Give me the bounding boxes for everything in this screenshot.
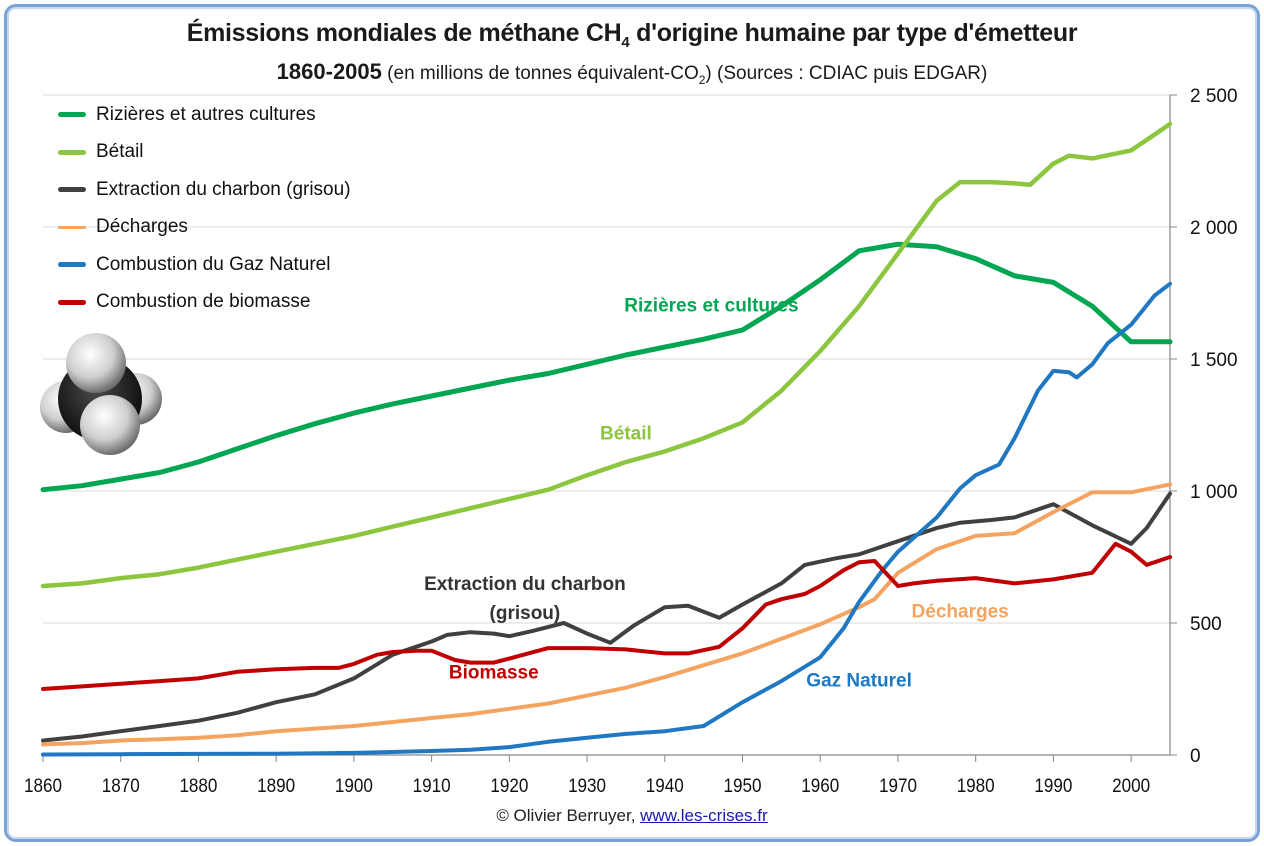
subtitle-unit: (en millions de tonnes équivalent-CO — [381, 63, 699, 84]
annotation-label: Extraction du charbon — [424, 574, 626, 595]
y-tick-label: 2 000 — [1190, 218, 1238, 239]
legend-item: Rizières et autres cultures — [58, 96, 351, 134]
x-tick-label: 1990 — [1034, 776, 1072, 797]
legend-label: Rizières et autres cultures — [96, 103, 316, 125]
x-tick-label: 1890 — [257, 776, 295, 797]
legend-item: Décharges — [58, 209, 351, 247]
x-tick-label: 1900 — [335, 776, 373, 797]
x-tick-label: 1950 — [724, 776, 762, 797]
legend-item: Combustion de biomasse — [58, 284, 351, 322]
y-tick-label: 1 500 — [1190, 350, 1238, 371]
credit-link[interactable]: www.les-crises.fr — [640, 806, 768, 825]
legend-item: Combustion du Gaz Naturel — [58, 246, 351, 284]
annotation-label: Gaz Naturel — [806, 670, 912, 691]
annotation-label: Biomasse — [449, 662, 539, 683]
series-line-4 — [41, 482, 1172, 747]
title-main: Émissions mondiales de méthane CH — [186, 19, 622, 47]
y-tick-label: 0 — [1190, 746, 1201, 767]
y-tick-label: 500 — [1190, 614, 1222, 635]
legend-item: Extraction du charbon (grisou) — [58, 171, 351, 209]
grid-lines — [43, 94, 1170, 624]
legend-swatch — [58, 299, 86, 305]
series-lines — [40, 121, 1173, 757]
title-subscript: 4 — [621, 34, 630, 51]
series-line-2 — [40, 121, 1173, 589]
x-tick-label: 1980 — [957, 776, 995, 797]
legend-label: Combustion du Gaz Naturel — [96, 253, 331, 275]
x-tick-label: 1870 — [102, 776, 140, 797]
subtitle-subscript: 2 — [698, 72, 706, 87]
x-tick-label: 1920 — [490, 776, 528, 797]
subtitle-sources: ) (Sources : CDIAC puis EDGAR) — [705, 63, 988, 84]
credit: © Olivier Berruyer, www.les-crises.fr — [0, 806, 1264, 826]
series-line-1 — [40, 241, 1173, 493]
axes: 0 500 1 000 1 500 2 000 2 500 1860 1870 1880 1890… — [24, 86, 1238, 797]
series-line-6 — [41, 541, 1172, 691]
x-tick-label: 1940 — [646, 776, 684, 797]
annotation-label: Bétail — [600, 424, 652, 445]
annotation-label: Décharges — [912, 602, 1009, 623]
legend-swatch — [58, 112, 86, 118]
x-tick-label: 1880 — [179, 776, 217, 797]
legend-swatch — [58, 187, 86, 193]
y-tick-label: 1 000 — [1190, 482, 1238, 503]
annotation-label: (grisou) — [490, 603, 561, 624]
legend-swatch — [58, 225, 86, 229]
chart-frame — [4, 4, 1260, 842]
legend-label: Décharges — [96, 216, 188, 238]
annotations: Rizières et cultures Bétail Extraction du … — [424, 295, 1009, 691]
series-line-3 — [41, 491, 1172, 743]
legend-swatch — [58, 262, 86, 268]
methane-molecule-icon — [40, 333, 162, 455]
x-tick-label: 1970 — [879, 776, 917, 797]
y-tick-label: 2 500 — [1190, 86, 1238, 107]
x-tick-label: 1960 — [801, 776, 839, 797]
chart-subtitle: 1860-2005 (en millions de tonnes équival… — [0, 59, 1264, 87]
chart-title: Émissions mondiales de méthane CH4 d'ori… — [0, 19, 1264, 51]
x-tick-label: 1860 — [24, 776, 62, 797]
subtitle-years: 1860-2005 — [276, 59, 382, 84]
legend-swatch — [58, 149, 86, 155]
legend-label: Bétail — [96, 141, 144, 163]
x-tick-label: 1930 — [568, 776, 606, 797]
legend-label: Combustion de biomasse — [96, 291, 311, 313]
x-tick-label: 1910 — [413, 776, 451, 797]
x-tick-label: 2000 — [1112, 776, 1150, 797]
legend-item: Bétail — [58, 134, 351, 172]
legend: Rizières et autres cultures Bétail Extract… — [58, 96, 351, 321]
legend-label: Extraction du charbon (grisou) — [96, 178, 351, 200]
title-rest: d'origine humaine par type d'émetteur — [629, 19, 1078, 47]
annotation-label: Rizières et cultures — [624, 295, 798, 316]
series-line-5 — [41, 281, 1172, 757]
credit-author: © Olivier Berruyer, — [496, 806, 641, 825]
